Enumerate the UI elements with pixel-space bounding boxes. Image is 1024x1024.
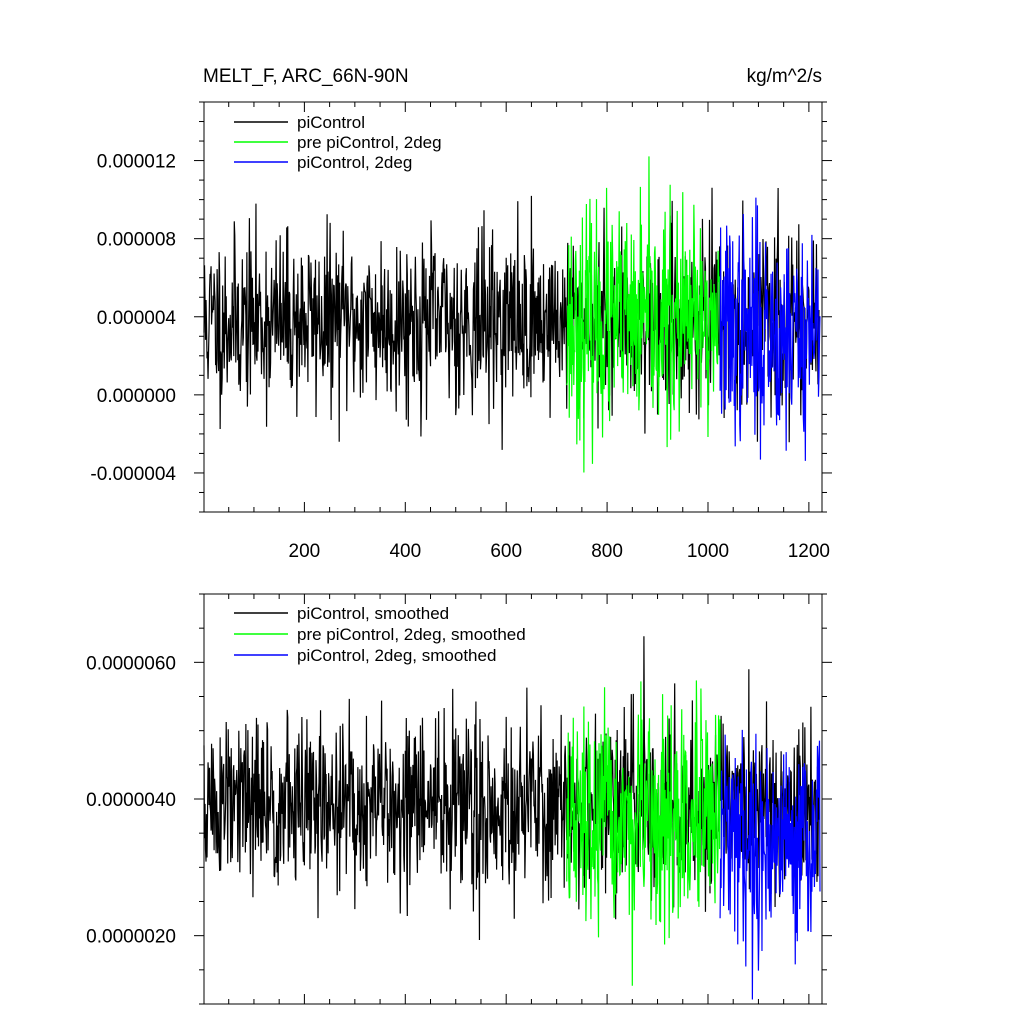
series-line [719, 197, 821, 461]
x-tick-label: 200 [289, 541, 321, 562]
y-tick-label: 0.000008 [97, 230, 176, 251]
x-tick-label: 600 [490, 541, 522, 562]
x-tick-label: 400 [389, 541, 421, 562]
series-lines [203, 636, 821, 1000]
y-tick-label: 0.000012 [97, 152, 176, 173]
x-tick-label: 800 [591, 541, 623, 562]
series-line [566, 156, 721, 473]
y-tick-label: -0.000004 [90, 464, 176, 485]
axis-ticks: 200 400 600 800 1000 1200 -0.000004 0.000000 0.0… [90, 101, 832, 562]
y-tick-label: 0.0000060 [86, 653, 176, 674]
legend-label: piControl, 2deg [297, 153, 412, 172]
legend-label: pre piControl, 2deg [297, 133, 442, 152]
legend: piControl, smoothed pre piControl, 2deg, … [234, 604, 526, 665]
series-line [719, 729, 821, 1000]
chart-title: MELT_F, ARC_66N-90N [203, 66, 409, 87]
y-tick-label: 0.000004 [97, 308, 177, 329]
axis-ticks: 0.0000020 0.0000040 0.0000060 [86, 593, 832, 1005]
legend-label: piControl, 2deg, smoothed [297, 646, 496, 665]
legend-label: pre piControl, 2deg, smoothed [297, 625, 526, 644]
plot-frame [203, 101, 823, 513]
series-line [566, 680, 721, 986]
x-tick-label: 1200 [788, 541, 830, 562]
x-tick-label: 1000 [687, 541, 729, 562]
top-panel: MELT_F, ARC_66N-90N kg/m^2/s 200 400 600 80… [90, 66, 832, 562]
legend-label: piControl [297, 113, 365, 132]
y-tick-label: 0.0000040 [86, 790, 176, 811]
y-tick-label: 0.0000020 [86, 927, 176, 948]
legend-label: piControl, smoothed [297, 604, 449, 623]
y-tick-label: 0.000000 [97, 386, 176, 407]
bottom-panel: 0.0000020 0.0000040 0.0000060 piControl, s… [86, 593, 832, 1005]
series-lines [203, 156, 821, 473]
units-label: kg/m^2/s [747, 66, 822, 87]
